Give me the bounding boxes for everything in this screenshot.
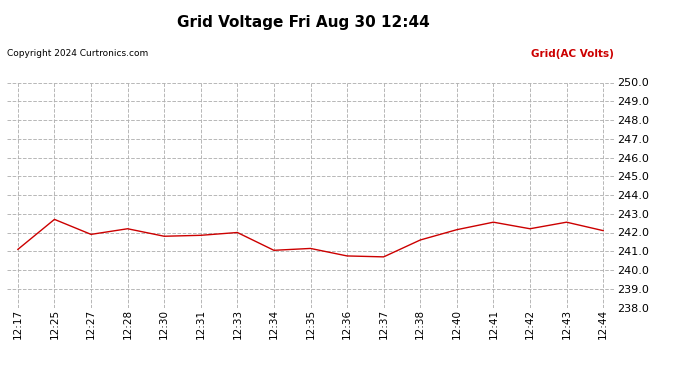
Text: Grid(AC Volts): Grid(AC Volts) — [531, 49, 614, 59]
Text: Grid Voltage Fri Aug 30 12:44: Grid Voltage Fri Aug 30 12:44 — [177, 15, 430, 30]
Text: Copyright 2024 Curtronics.com: Copyright 2024 Curtronics.com — [7, 49, 148, 58]
